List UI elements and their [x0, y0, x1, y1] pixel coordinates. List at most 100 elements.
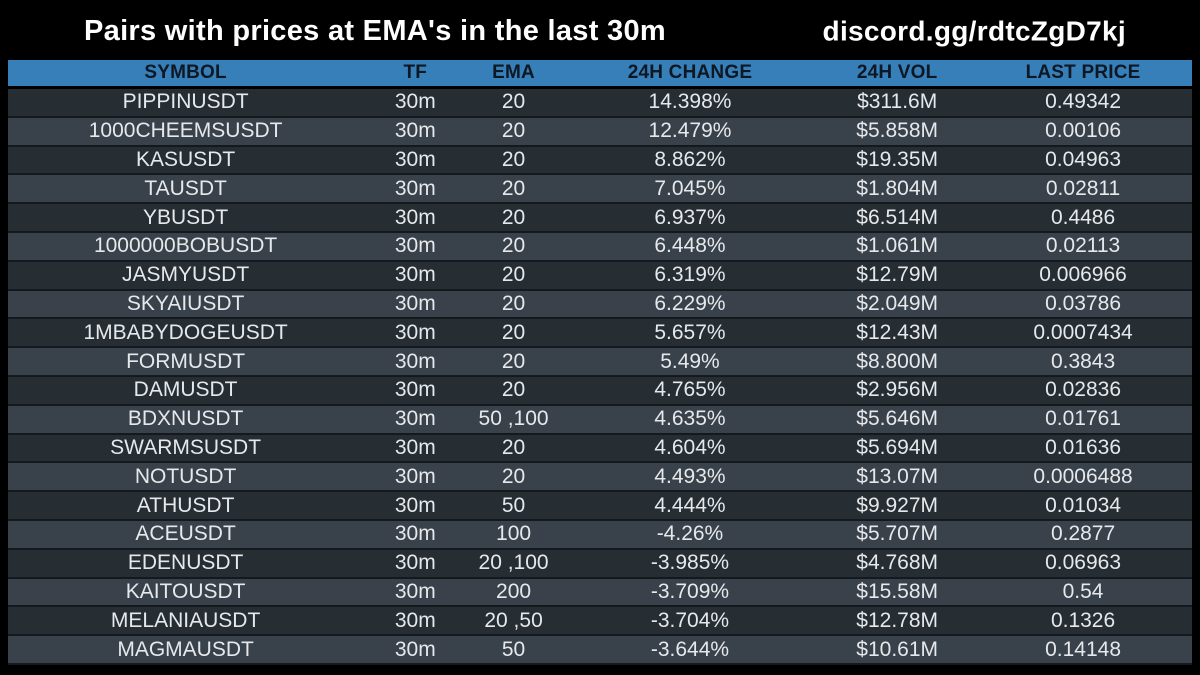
cell-24h-change: 5.49%: [559, 347, 821, 377]
cell-24h-vol: $8.800M: [820, 347, 975, 377]
table-row: PIPPINUSDT 30m 20 14.398% $311.6M 0.49342: [8, 87, 1192, 118]
cell-tf: 30m: [363, 635, 468, 665]
cell-tf: 30m: [363, 606, 468, 637]
cell-24h-vol: $12.78M: [820, 606, 975, 637]
col-header-24h-change: 24H CHANGE: [559, 60, 821, 89]
table-row: EDENUSDT 30m 20 ,100 -3.985% $4.768M 0.06963: [8, 548, 1192, 579]
cell-last-price: 0.03786: [974, 289, 1192, 320]
cell-tf: 30m: [363, 404, 468, 435]
cell-ema: 20: [467, 116, 560, 147]
table-header-row: SYMBOL TF EMA 24H CHANGE 24H VOL LAST PR…: [8, 60, 1192, 89]
cell-ema: 50: [467, 491, 560, 521]
cell-last-price: 0.49342: [974, 87, 1192, 118]
cell-last-price: 0.4486: [974, 203, 1192, 233]
cell-24h-vol: $10.61M: [820, 635, 975, 665]
cell-symbol: 1000000BOBUSDT: [8, 231, 364, 262]
cell-symbol: JASMYUSDT: [8, 260, 364, 291]
table-row: SKYAIUSDT 30m 20 6.229% $2.049M 0.03786: [8, 289, 1192, 320]
cell-last-price: 0.02113: [974, 231, 1192, 262]
cell-24h-vol: $13.07M: [820, 462, 975, 493]
cell-tf: 30m: [363, 87, 468, 118]
cell-tf: 30m: [363, 462, 468, 493]
table-row: YBUSDT 30m 20 6.937% $6.514M 0.4486: [8, 203, 1192, 233]
table-row: BDXNUSDT 30m 50 ,100 4.635% $5.646M 0.01761: [8, 404, 1192, 435]
cell-24h-change: -3.704%: [559, 606, 821, 637]
col-header-ema: EMA: [467, 60, 560, 89]
cell-last-price: 0.1326: [974, 606, 1192, 637]
table-row: FORMUSDT 30m 20 5.49% $8.800M 0.3843: [8, 347, 1192, 377]
cell-24h-change: -4.26%: [559, 519, 821, 550]
cell-last-price: 0.3843: [974, 347, 1192, 377]
table-row: MAGMAUSDT 30m 50 -3.644% $10.61M 0.14148: [8, 635, 1192, 665]
table-row: JASMYUSDT 30m 20 6.319% $12.79M 0.006966: [8, 260, 1192, 291]
cell-24h-vol: $9.927M: [820, 491, 975, 521]
cell-tf: 30m: [363, 577, 468, 608]
cell-symbol: SKYAIUSDT: [8, 289, 364, 320]
cell-tf: 30m: [363, 433, 468, 464]
cell-24h-vol: $6.514M: [820, 203, 975, 233]
title-bar: Pairs with prices at EMA's in the last 3…: [0, 0, 1200, 60]
cell-24h-change: 5.657%: [559, 318, 821, 349]
cell-last-price: 0.02836: [974, 375, 1192, 406]
cell-ema: 20: [467, 318, 560, 349]
cell-ema: 200: [467, 577, 560, 608]
cell-24h-vol: $311.6M: [820, 87, 975, 118]
cell-tf: 30m: [363, 116, 468, 147]
table-row: KASUSDT 30m 20 8.862% $19.35M 0.04963: [8, 145, 1192, 176]
cell-last-price: 0.14148: [974, 635, 1192, 665]
cell-symbol: NOTUSDT: [8, 462, 364, 493]
cell-tf: 30m: [363, 203, 468, 233]
cell-symbol: 1MBABYDOGEUSDT: [8, 318, 364, 349]
cell-24h-vol: $1.804M: [820, 174, 975, 205]
cell-symbol: ATHUSDT: [8, 491, 364, 521]
cell-last-price: 0.02811: [974, 174, 1192, 205]
cell-24h-change: -3.644%: [559, 635, 821, 665]
cell-24h-change: 12.479%: [559, 116, 821, 147]
cell-24h-vol: $19.35M: [820, 145, 975, 176]
cell-symbol: YBUSDT: [8, 203, 364, 233]
cell-symbol: FORMUSDT: [8, 347, 364, 377]
cell-ema: 20: [467, 203, 560, 233]
cell-ema: 20: [467, 174, 560, 205]
cell-ema: 20 ,50: [467, 606, 560, 637]
cell-symbol: MELANIAUSDT: [8, 606, 364, 637]
cell-ema: 20: [467, 231, 560, 262]
cell-tf: 30m: [363, 548, 468, 579]
table-row: 1000000BOBUSDT 30m 20 6.448% $1.061M 0.02113: [8, 231, 1192, 262]
table-row: ACEUSDT 30m 100 -4.26% $5.707M 0.2877: [8, 519, 1192, 550]
cell-symbol: KASUSDT: [8, 145, 364, 176]
cell-tf: 30m: [363, 375, 468, 406]
cell-24h-change: 14.398%: [559, 87, 821, 118]
cell-tf: 30m: [363, 519, 468, 550]
col-header-last-price: LAST PRICE: [974, 60, 1192, 89]
cell-last-price: 0.06963: [974, 548, 1192, 579]
cell-ema: 100: [467, 519, 560, 550]
cell-symbol: KAITOUSDT: [8, 577, 364, 608]
table-row: TAUSDT 30m 20 7.045% $1.804M 0.02811: [8, 174, 1192, 205]
cell-ema: 50 ,100: [467, 404, 560, 435]
cell-tf: 30m: [363, 260, 468, 291]
cell-last-price: 0.54: [974, 577, 1192, 608]
cell-symbol: DAMUSDT: [8, 375, 364, 406]
cell-24h-vol: $2.049M: [820, 289, 975, 320]
col-header-tf: TF: [363, 60, 468, 89]
cell-ema: 50: [467, 635, 560, 665]
cell-24h-change: 6.448%: [559, 231, 821, 262]
table-row: SWARMSUSDT 30m 20 4.604% $5.694M 0.01636: [8, 433, 1192, 464]
cell-24h-vol: $12.43M: [820, 318, 975, 349]
cell-ema: 20: [467, 347, 560, 377]
table-row: 1000CHEEMSUSDT 30m 20 12.479% $5.858M 0.00106: [8, 116, 1192, 147]
cell-24h-change: 4.604%: [559, 433, 821, 464]
cell-ema: 20: [467, 145, 560, 176]
cell-tf: 30m: [363, 318, 468, 349]
cell-last-price: 0.01636: [974, 433, 1192, 464]
cell-ema: 20: [467, 87, 560, 118]
table-row: NOTUSDT 30m 20 4.493% $13.07M 0.0006488: [8, 462, 1192, 493]
cell-24h-vol: $5.646M: [820, 404, 975, 435]
cell-symbol: TAUSDT: [8, 174, 364, 205]
cell-24h-change: 8.862%: [559, 145, 821, 176]
cell-last-price: 0.00106: [974, 116, 1192, 147]
table-row: MELANIAUSDT 30m 20 ,50 -3.704% $12.78M 0.1326: [8, 606, 1192, 637]
cell-tf: 30m: [363, 289, 468, 320]
